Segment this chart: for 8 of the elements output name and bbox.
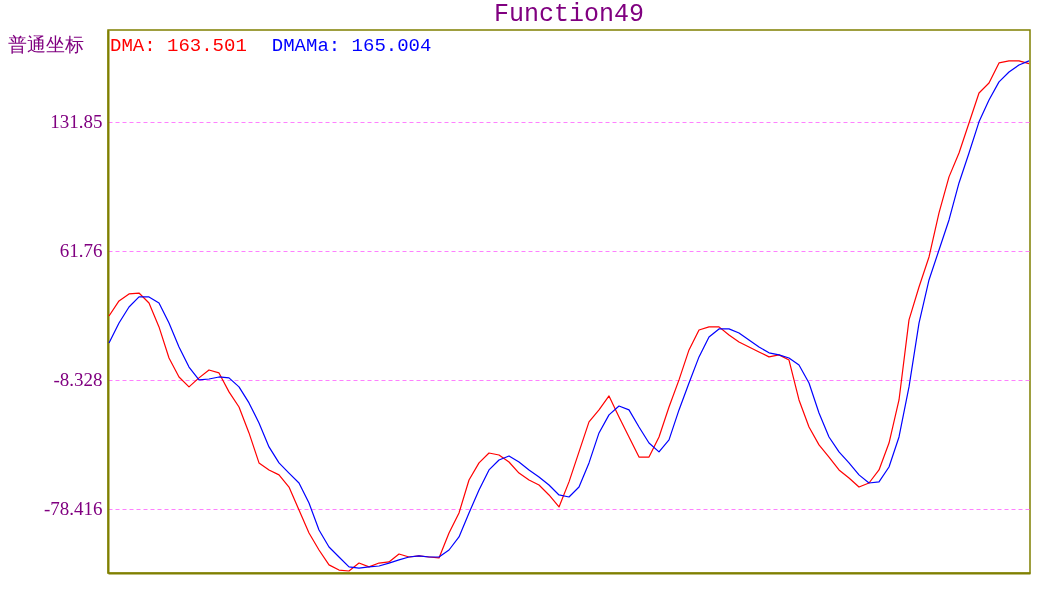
chart-title: Function49 bbox=[493, 0, 645, 29]
y-tick-label: 61.76 bbox=[59, 240, 103, 262]
y-tick-label: -78.416 bbox=[43, 498, 103, 520]
legend-title: 普通坐标 bbox=[8, 34, 84, 55]
y-tick-label: 131.85 bbox=[50, 111, 103, 133]
y-tick-label: -8.328 bbox=[53, 369, 103, 391]
text: DMA: 163.501 bbox=[110, 35, 247, 57]
text: DMAMa: 165.004 bbox=[271, 35, 432, 57]
